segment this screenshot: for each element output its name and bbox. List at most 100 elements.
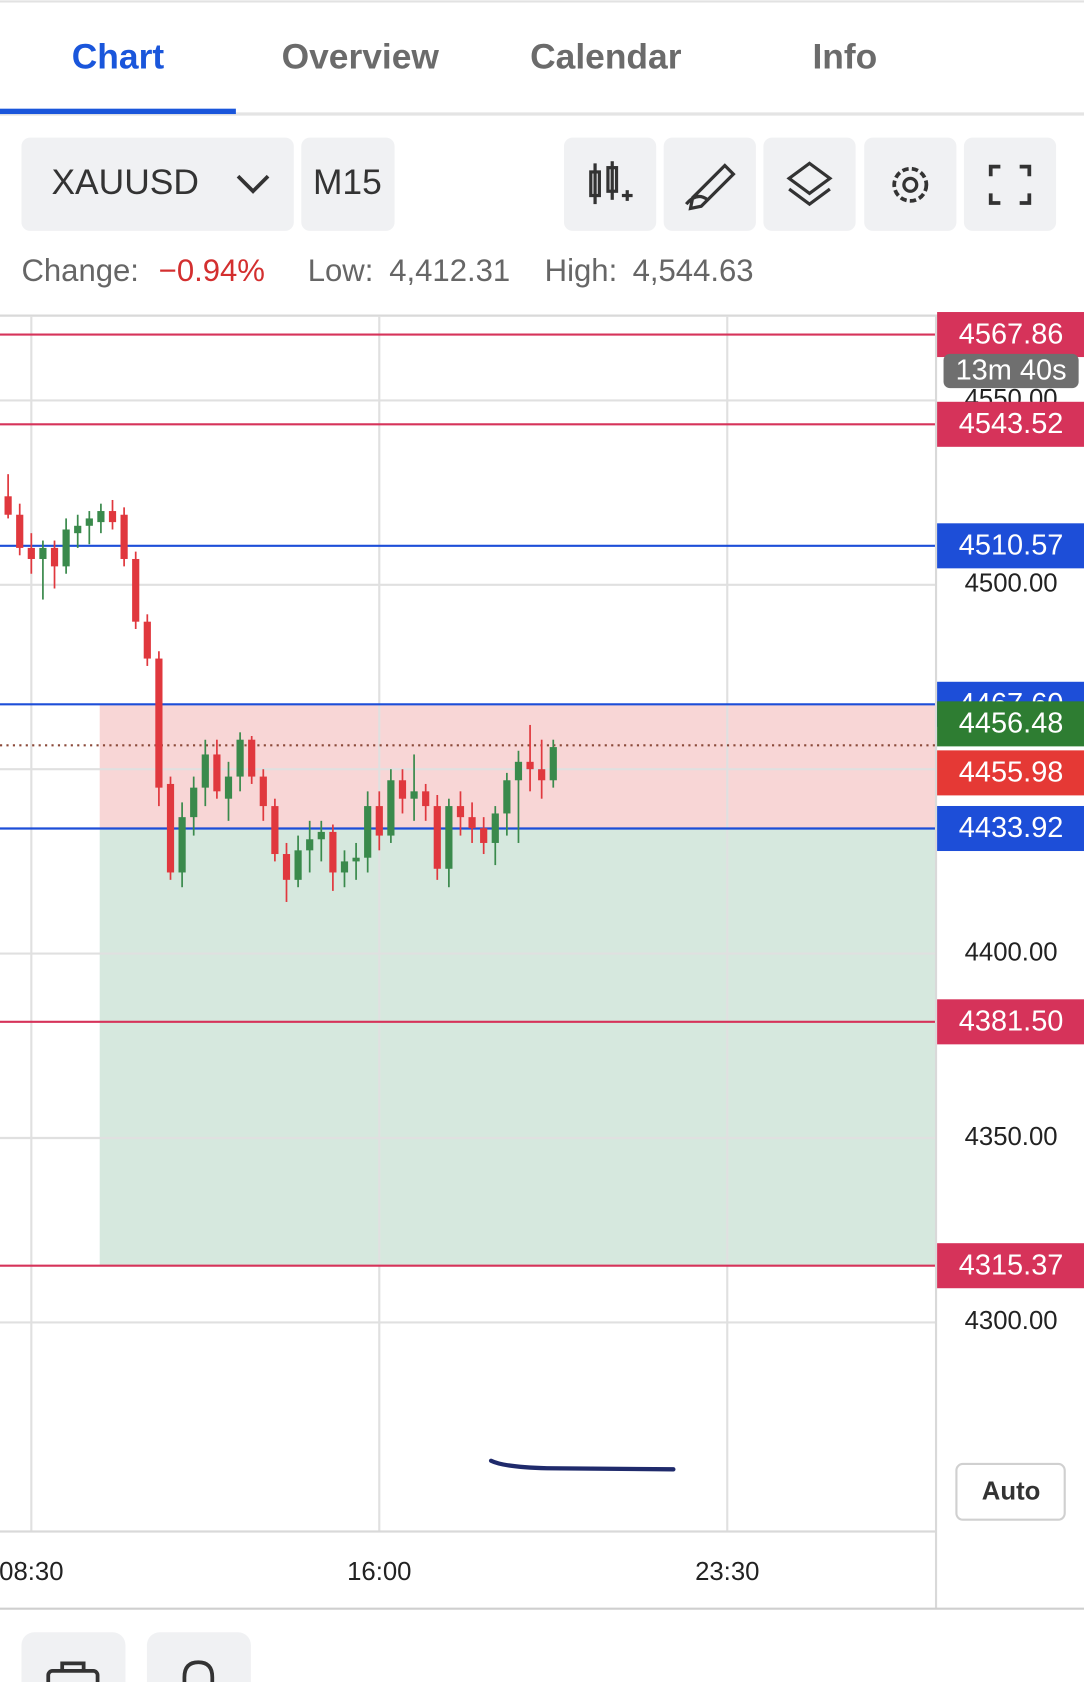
x-tick-label: 23:30 <box>695 1558 759 1586</box>
price-label-box <box>937 999 1084 1045</box>
stat-label: Change: <box>21 253 138 288</box>
settings-icon <box>892 166 929 203</box>
candle-body <box>166 783 175 873</box>
trade-button[interactable] <box>21 1632 126 1682</box>
candle-body <box>294 850 302 880</box>
candle-body <box>340 861 349 873</box>
candle-body <box>190 787 198 818</box>
candle-body <box>259 776 267 807</box>
tab[interactable]: Overview <box>282 38 440 77</box>
tab[interactable]: Info <box>812 38 877 77</box>
pencil-icon <box>684 163 736 211</box>
price-label: 4567.86 <box>959 318 1064 350</box>
candle-body <box>4 496 12 515</box>
tab[interactable]: Chart <box>72 38 165 77</box>
countdown: 13m 40s <box>956 355 1067 387</box>
candle-body <box>27 547 35 559</box>
candle-body <box>224 776 233 799</box>
candle-body <box>97 511 105 523</box>
candle-body <box>248 739 256 777</box>
price-label-box <box>937 805 1084 852</box>
tab-indicator <box>0 108 236 115</box>
stat-label: High: <box>545 253 618 288</box>
price-label-box <box>937 523 1084 569</box>
indicators-button[interactable] <box>563 137 657 231</box>
layers-icon <box>786 161 833 207</box>
candle-body <box>178 817 186 873</box>
price-label: 4315.37 <box>959 1249 1064 1281</box>
candle-body <box>50 547 59 567</box>
candle-body <box>456 806 465 818</box>
candle-body <box>39 547 47 559</box>
candle-body <box>398 780 407 799</box>
alerts-button[interactable] <box>146 1632 251 1682</box>
candle-body <box>236 739 244 777</box>
price-label-box <box>937 701 1084 747</box>
indicators-icon <box>589 161 633 205</box>
y-tick-label: 4350.00 <box>965 1123 1058 1151</box>
y-tick-label: 4400.00 <box>965 938 1058 966</box>
settings-button[interactable] <box>864 137 957 231</box>
timeframe-button[interactable] <box>301 137 395 231</box>
candle-body <box>16 514 24 548</box>
countdown-box <box>943 353 1079 389</box>
candle-body <box>422 791 430 807</box>
price-label-box <box>937 401 1084 447</box>
candle-body <box>352 857 360 862</box>
bell-icon <box>182 1660 215 1682</box>
price-label-box <box>937 1243 1084 1289</box>
tab[interactable]: Calendar <box>530 38 682 77</box>
candle-body <box>62 529 70 567</box>
position-zone <box>99 828 937 1266</box>
candle-body <box>74 525 82 534</box>
candle-body <box>306 839 314 851</box>
candle-body <box>433 806 441 869</box>
candle-body <box>445 806 453 869</box>
symbol-button[interactable] <box>21 137 294 231</box>
draw-button[interactable] <box>663 137 756 231</box>
symbol: XAUUSD <box>51 163 198 202</box>
candle-body <box>468 817 476 829</box>
candle-body <box>85 518 93 526</box>
price-label: 4456.48 <box>959 708 1064 740</box>
candle-body <box>549 747 557 781</box>
fullscreen-icon <box>988 164 1032 205</box>
drawing-stroke <box>488 1458 676 1472</box>
y-tick-label: 4500.00 <box>965 570 1058 598</box>
briefcase-icon <box>46 1669 100 1682</box>
price-label-box <box>937 750 1084 796</box>
candle-body <box>271 806 279 855</box>
candle-body <box>480 828 488 843</box>
candle-body <box>410 791 418 799</box>
candle-body <box>143 621 151 659</box>
price-label: 4510.57 <box>959 530 1064 562</box>
candle-body <box>526 761 534 770</box>
auto-button[interactable] <box>955 1462 1066 1521</box>
candle-body <box>364 806 372 858</box>
price-label: 4433.92 <box>959 812 1064 844</box>
candle-body <box>132 558 140 622</box>
auto-label: Auto <box>982 1478 1041 1506</box>
price-label: 4455.98 <box>959 757 1064 789</box>
y-tick-label: 4300.00 <box>965 1307 1058 1335</box>
price-label: 4381.50 <box>959 1006 1064 1038</box>
price-label: 4543.52 <box>959 408 1064 440</box>
candle-body <box>282 854 291 880</box>
timeframe: M15 <box>313 163 382 202</box>
briefcase-handle <box>60 1661 86 1671</box>
candle-body <box>108 511 117 523</box>
candle-body <box>491 813 499 843</box>
fullscreen-button[interactable] <box>963 137 1057 231</box>
chevron-icon <box>236 174 270 194</box>
x-tick-label: 08:30 <box>0 1558 64 1586</box>
plot <box>0 316 937 1532</box>
candle-body <box>503 780 511 814</box>
candle-body <box>375 806 383 836</box>
stat-value: 4,412.31 <box>389 253 510 288</box>
candle-body <box>387 780 395 836</box>
candle-body <box>329 831 337 873</box>
layers-button[interactable] <box>763 137 856 231</box>
price-label-box <box>937 312 1084 358</box>
x-tick-label: 16:00 <box>347 1558 411 1586</box>
